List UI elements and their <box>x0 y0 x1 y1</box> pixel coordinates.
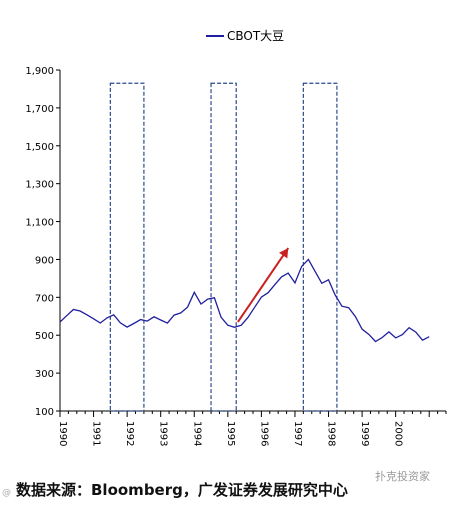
watermark-left: @ <box>2 488 11 498</box>
legend-label: CBOT大豆 <box>227 29 285 43</box>
x-tick-label: 1996 <box>258 421 269 446</box>
trend-arrow-head <box>279 248 289 259</box>
legend-swatch <box>206 34 224 37</box>
watermark: 扑克投资家 <box>375 470 430 483</box>
y-tick-label: 700 <box>35 293 54 304</box>
x-tick-label: 1993 <box>158 421 169 446</box>
y-tick-label: 1,700 <box>25 104 54 115</box>
y-tick-label: 1,500 <box>25 142 54 153</box>
x-tick-label: 1999 <box>359 421 370 446</box>
x-tick-label: 1994 <box>191 421 202 446</box>
y-tick-label: 1,100 <box>25 218 54 229</box>
x-tick-label: 1991 <box>91 421 102 446</box>
series-line-cbot-soybean <box>59 258 430 343</box>
trend-arrow-line <box>237 247 290 323</box>
legend: CBOT大豆 <box>206 27 284 44</box>
y-tick-label: 100 <box>35 407 54 418</box>
y-tick-label: 300 <box>35 369 54 380</box>
y-tick-label: 500 <box>35 331 54 342</box>
period-box <box>109 82 145 412</box>
x-tick-label: 1998 <box>326 421 337 446</box>
x-tick-label: 1997 <box>292 421 303 446</box>
period-box <box>210 82 237 412</box>
x-tick-label: 1990 <box>57 421 68 446</box>
x-tick-label: 1995 <box>225 421 236 446</box>
y-tick-label: 1,900 <box>25 66 54 77</box>
x-tick-label: 2000 <box>393 421 404 446</box>
period-box <box>302 82 338 412</box>
x-tick-label: 1992 <box>124 421 135 446</box>
y-tick-label: 900 <box>35 255 54 266</box>
source-note: 数据来源：Bloomberg，广发证券发展研究中心 <box>16 481 348 499</box>
y-tick-label: 1,300 <box>25 180 54 191</box>
